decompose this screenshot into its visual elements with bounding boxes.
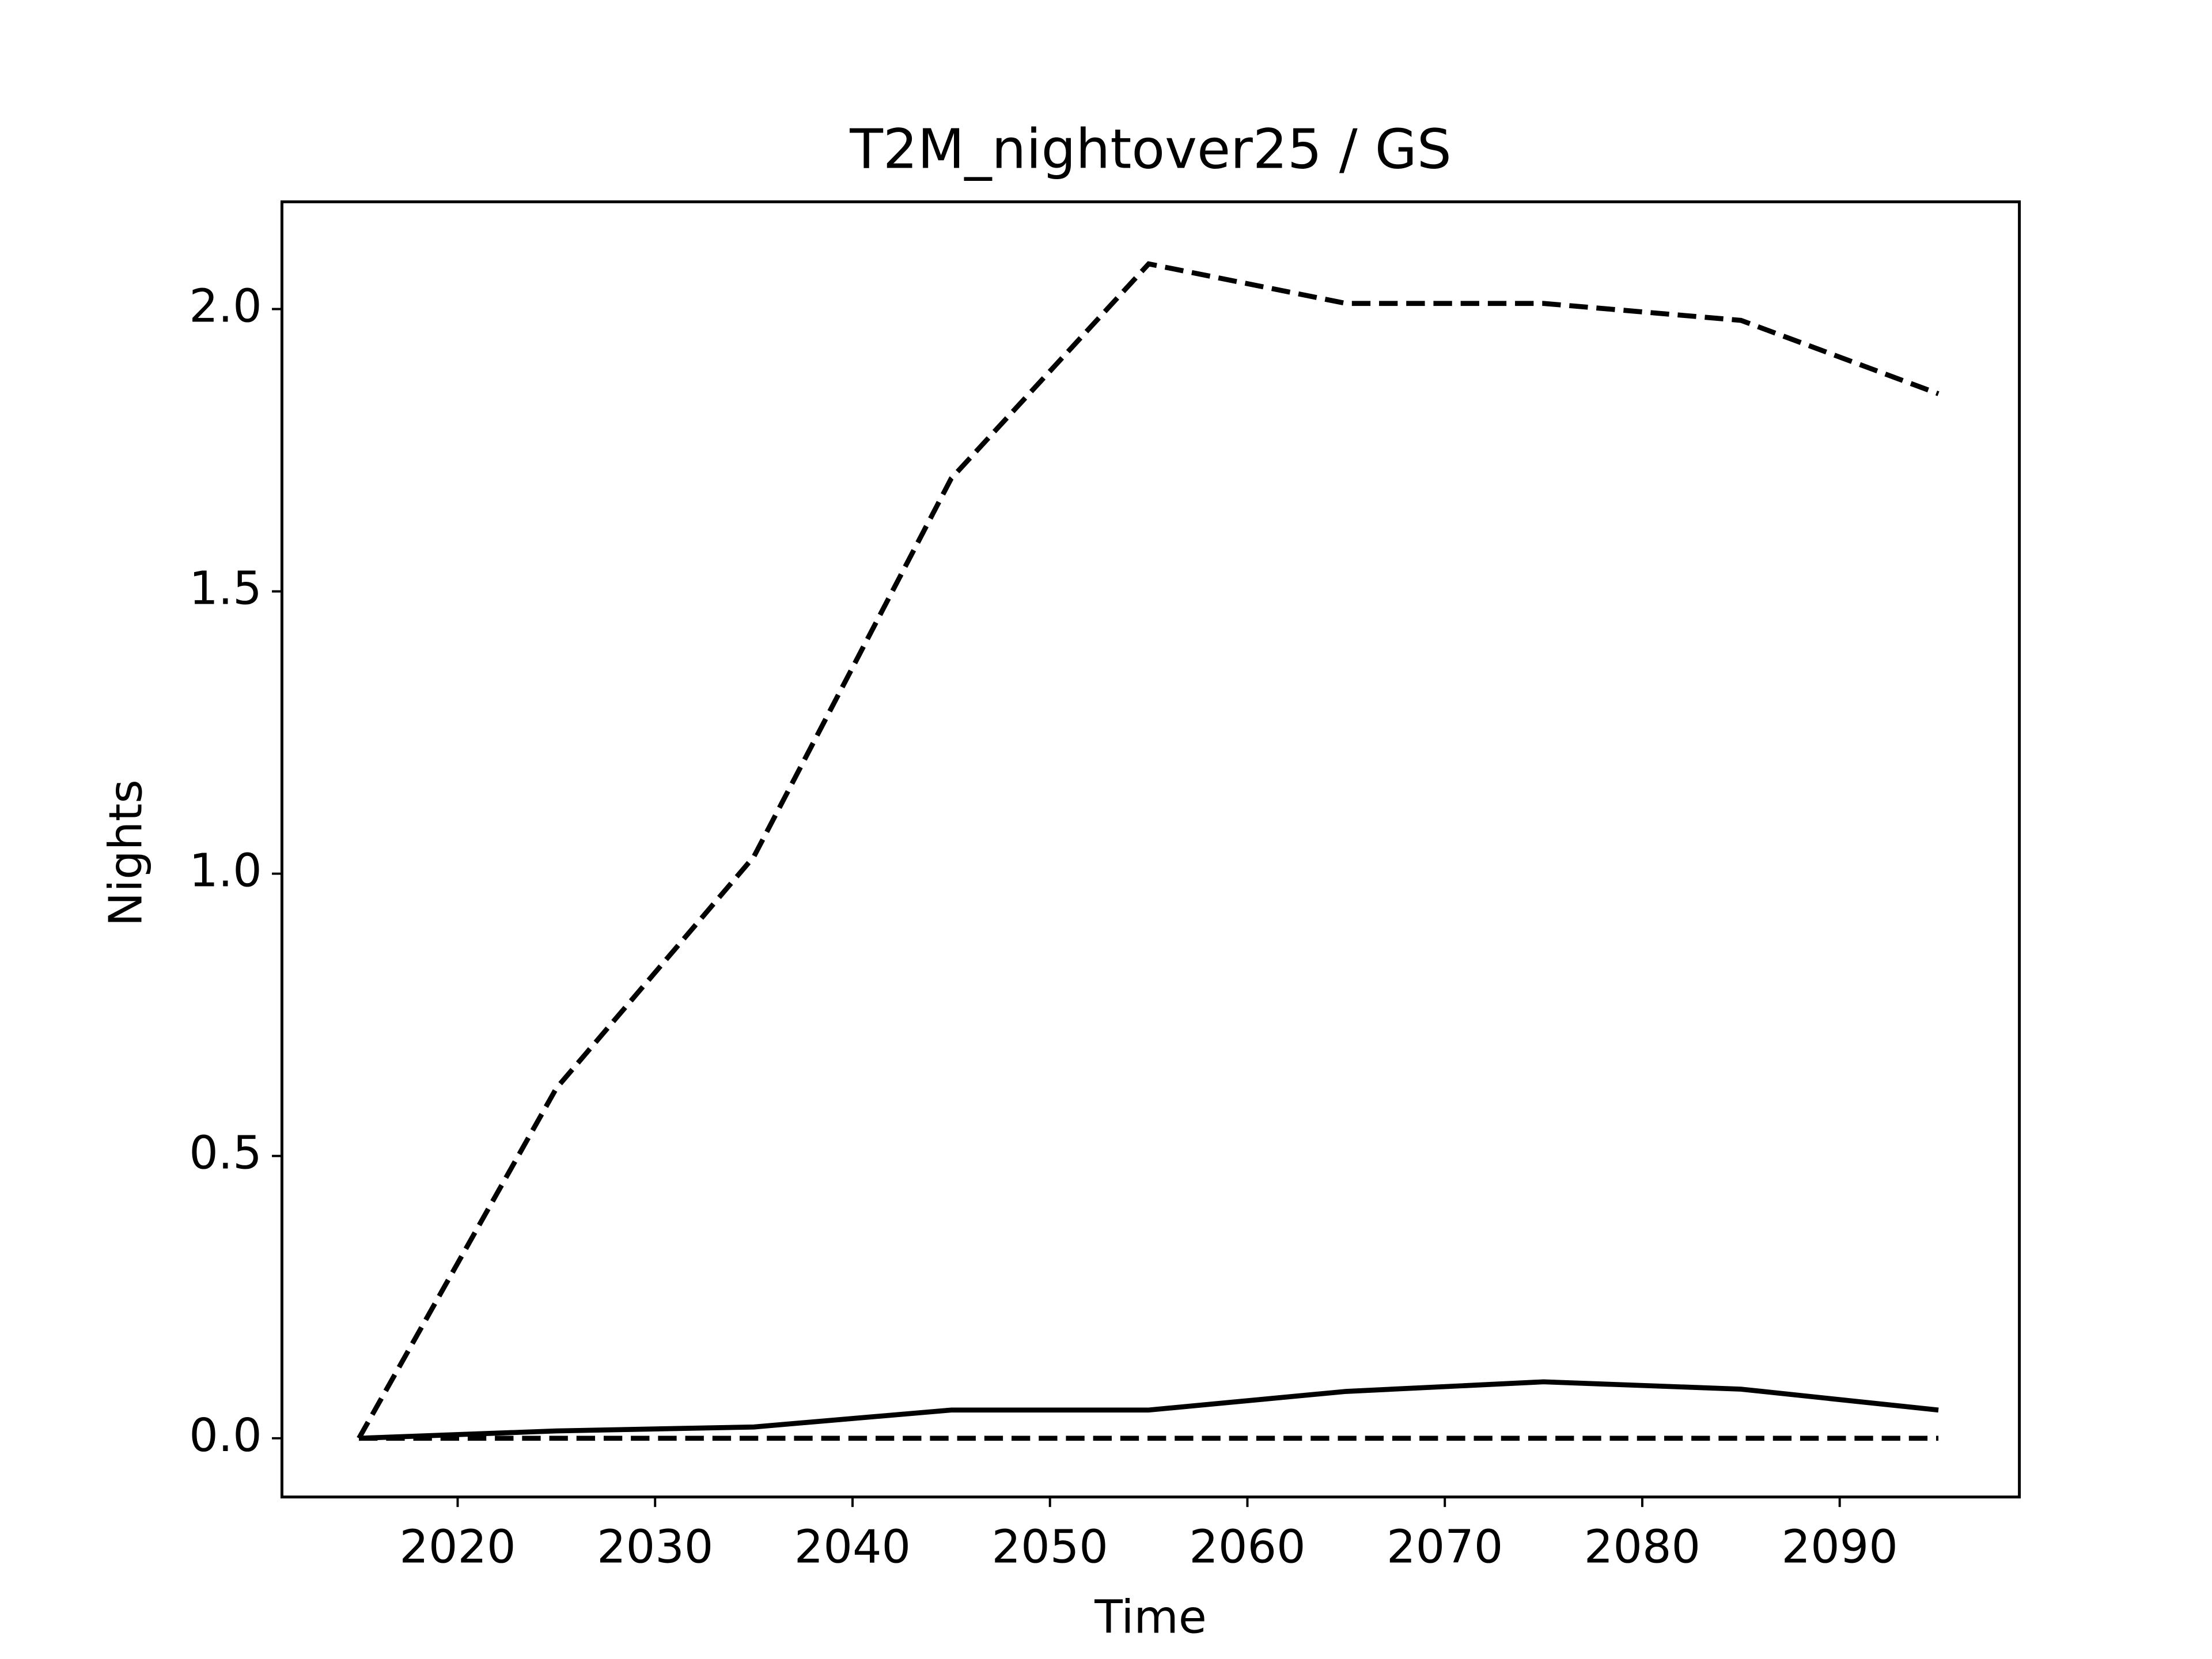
x-tick-label: 2070: [1387, 1520, 1503, 1574]
y-tick-label: 1.0: [189, 844, 262, 897]
y-tick-label: 0.0: [189, 1408, 262, 1462]
series-line: [358, 1379, 1939, 1441]
series-line: [357, 261, 1940, 1440]
x-tick-label: 2050: [992, 1520, 1108, 1574]
x-tick-label: 2020: [399, 1520, 516, 1574]
y-tick-label: 1.5: [189, 562, 262, 615]
x-tick-label: 2090: [1782, 1520, 1898, 1574]
plot-frame: [280, 200, 2021, 1499]
y-tick-label: 2.0: [189, 279, 262, 333]
x-tick-label: 2030: [597, 1520, 713, 1574]
chart-title: T2M_nightover25 / GS: [849, 118, 1452, 181]
x-tick-label: 2040: [794, 1520, 911, 1574]
y-axis-label: Nights: [99, 779, 153, 926]
x-tick-label: 2080: [1584, 1520, 1700, 1574]
x-tick-label: 2060: [1189, 1520, 1305, 1574]
y-tick-label: 0.5: [189, 1126, 262, 1180]
x-axis-label: Time: [1094, 1590, 1207, 1643]
